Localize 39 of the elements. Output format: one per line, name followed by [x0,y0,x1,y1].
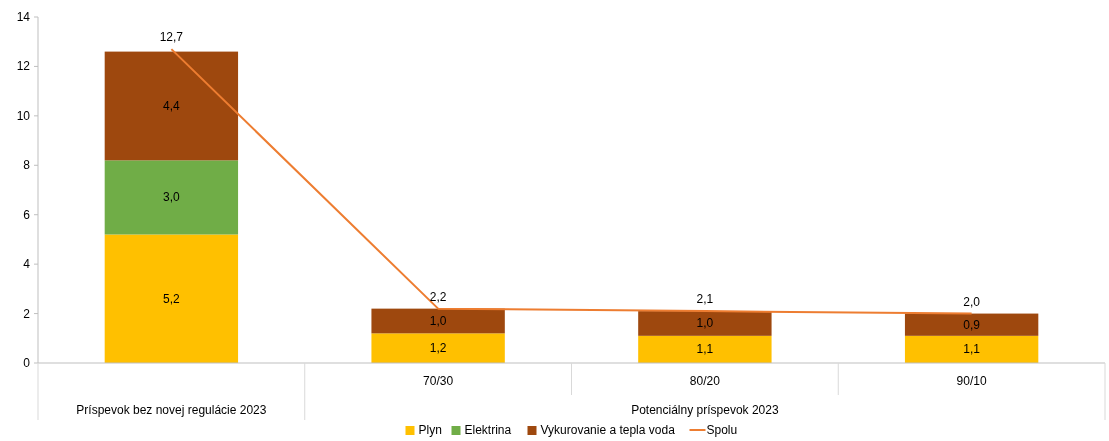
legend-label: Spolu [706,423,738,437]
data-label: 1,1 [963,342,981,357]
x-tick-label: 70/30 [423,374,454,388]
legend-label: Elektrina [464,423,512,437]
data-label: 1,1 [696,342,714,357]
bar [638,335,772,363]
y-tick-label: 12 [16,59,31,74]
y-tick-label: 2 [23,306,31,321]
y-tick-label: 0 [23,356,31,370]
legend-label: Vykurovanie a tepla voda [540,423,676,437]
y-tick-label: 10 [16,108,31,123]
x-tick-label: 80/20 [689,374,721,388]
bar [638,311,772,336]
data-label: 1,0 [696,316,714,331]
bar [904,313,1039,336]
bar [104,51,239,161]
bar [104,160,239,235]
legend-label: Plyn [418,423,442,437]
data-label: 4,4 [163,98,181,113]
data-label: 12,7 [159,30,184,45]
data-label: 2,2 [429,289,447,304]
data-label: 1,2 [429,341,447,356]
x-tick-label: 90/10 [956,374,987,388]
data-label: 2,1 [696,292,714,307]
y-tick-label: 14 [16,10,31,24]
data-label: 0,9 [963,317,981,332]
bar [371,308,505,334]
y-tick-label: 8 [23,158,31,173]
data-label: 2,0 [963,294,981,309]
data-label: 1,0 [429,313,447,328]
data-label: 5,2 [163,291,181,306]
text: Príspevok bez novej regulácie 2023 [76,403,267,417]
bar [371,333,505,363]
text: Potenciálny príspevok 2023 [631,403,779,417]
data-label: 3,0 [163,190,181,205]
bar [104,234,239,363]
bar [904,335,1039,363]
y-tick-label: 6 [23,207,31,222]
y-tick-label: 4 [23,257,31,272]
